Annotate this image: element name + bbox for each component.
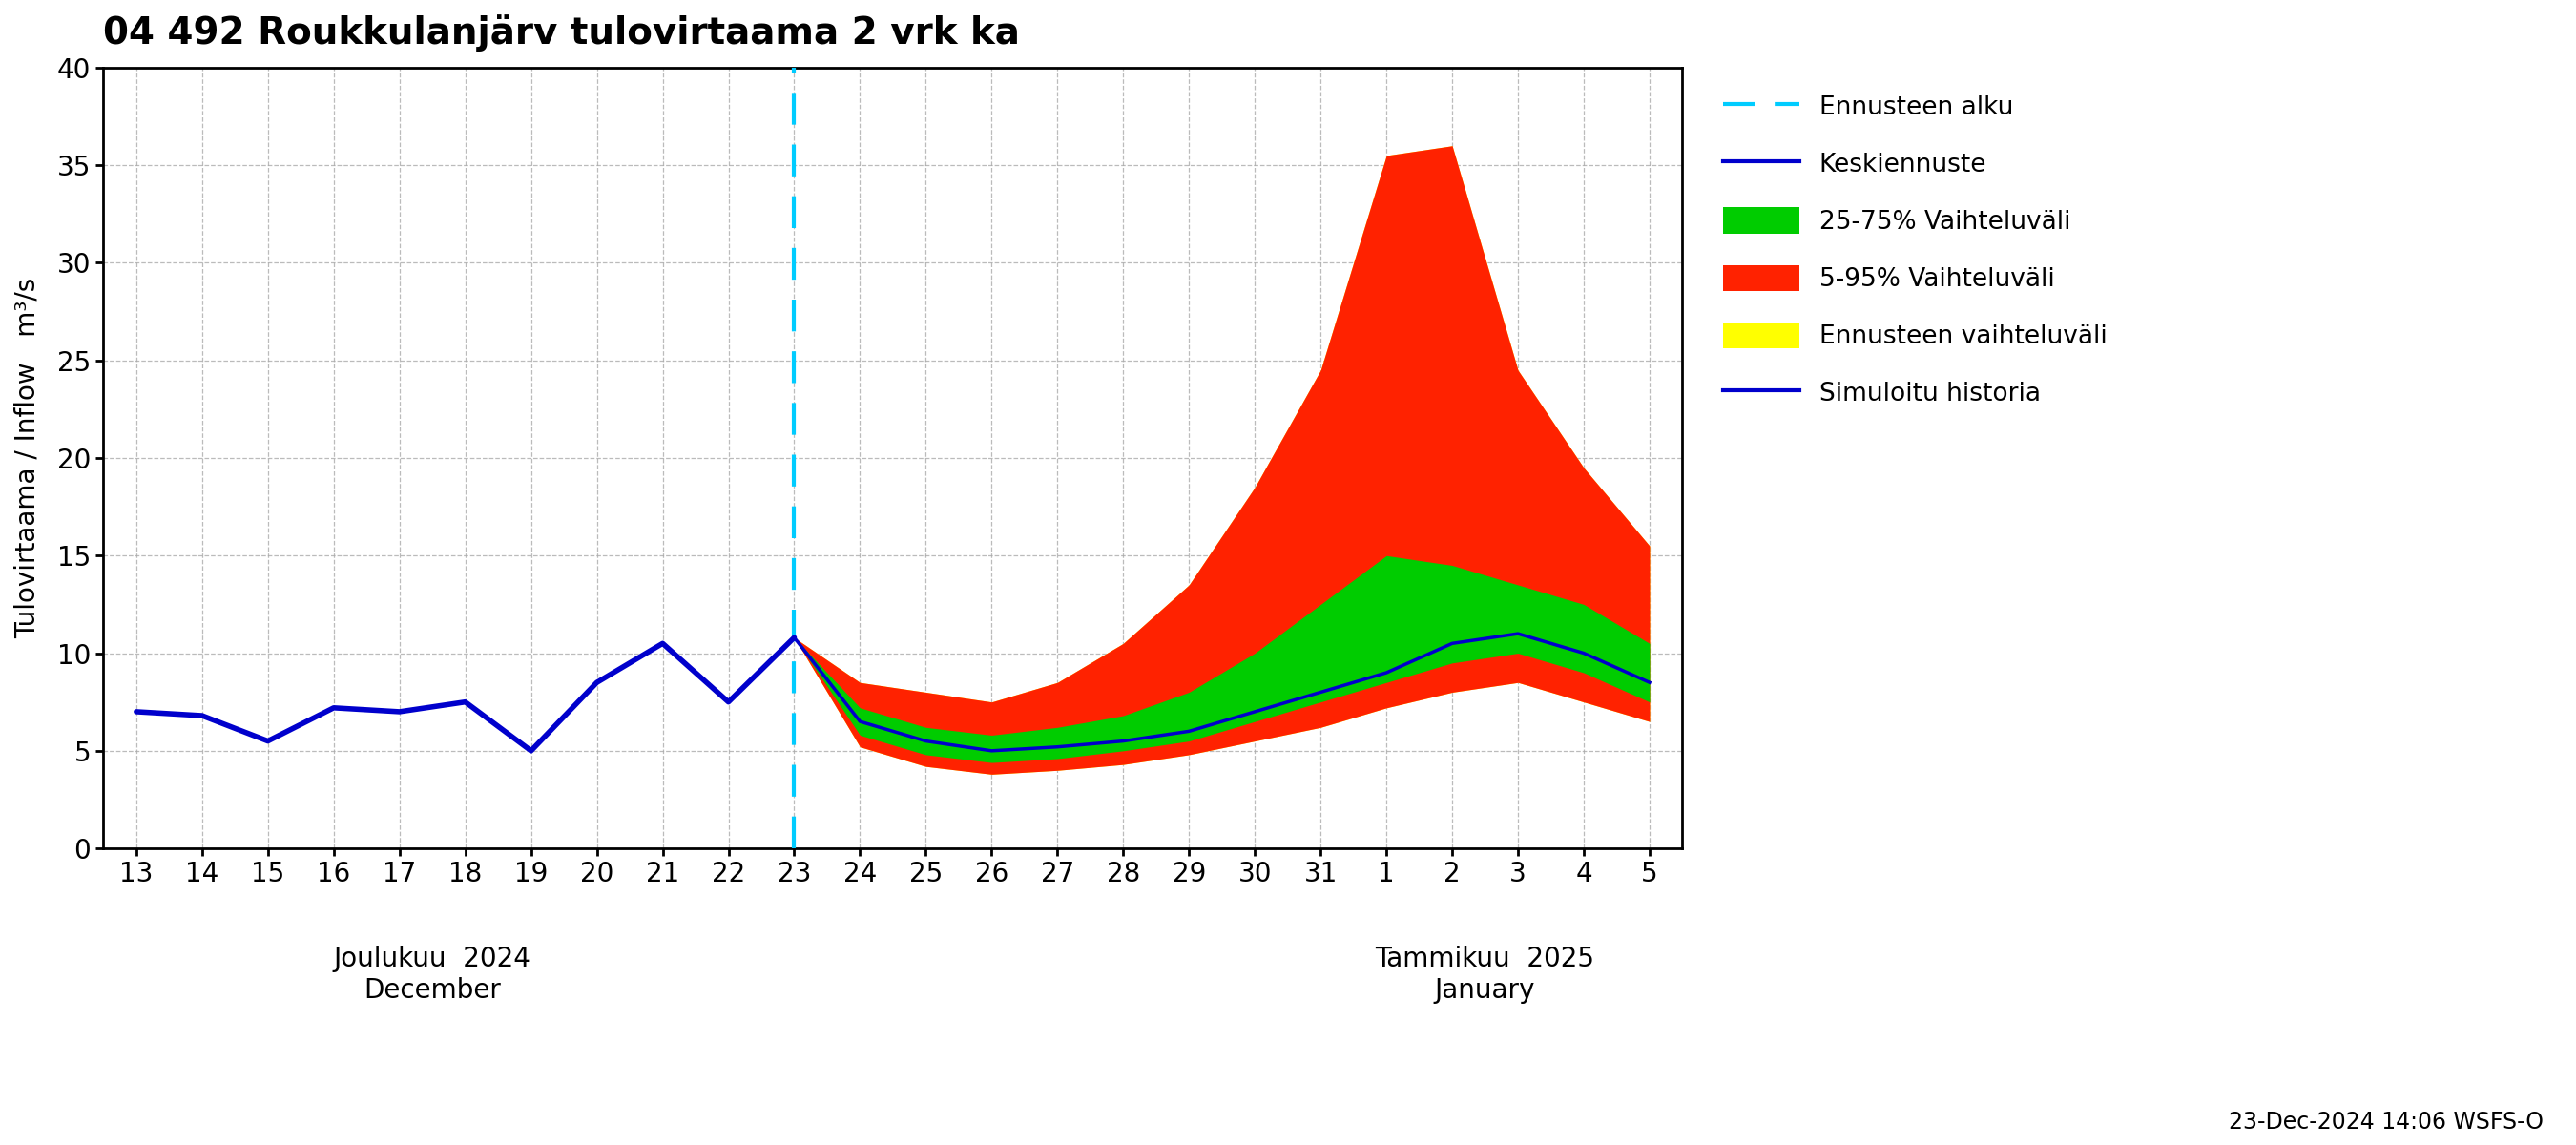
Legend: Ennusteen alku, Keskiennuste, 25-75% Vaihteluväli, 5-95% Vaihteluväli, Ennusteen: Ennusteen alku, Keskiennuste, 25-75% Vai… — [1710, 80, 2120, 419]
Text: 04 492 Roukkulanjärv tulovirtaama 2 vrk ka: 04 492 Roukkulanjärv tulovirtaama 2 vrk … — [103, 14, 1020, 52]
Text: 23-Dec-2024 14:06 WSFS-O: 23-Dec-2024 14:06 WSFS-O — [2228, 1111, 2543, 1134]
Text: Joulukuu  2024
December: Joulukuu 2024 December — [335, 946, 531, 1003]
Y-axis label: Tulovirtaama / Inflow   m³/s: Tulovirtaama / Inflow m³/s — [15, 277, 41, 639]
Text: Tammikuu  2025
January: Tammikuu 2025 January — [1376, 946, 1595, 1003]
